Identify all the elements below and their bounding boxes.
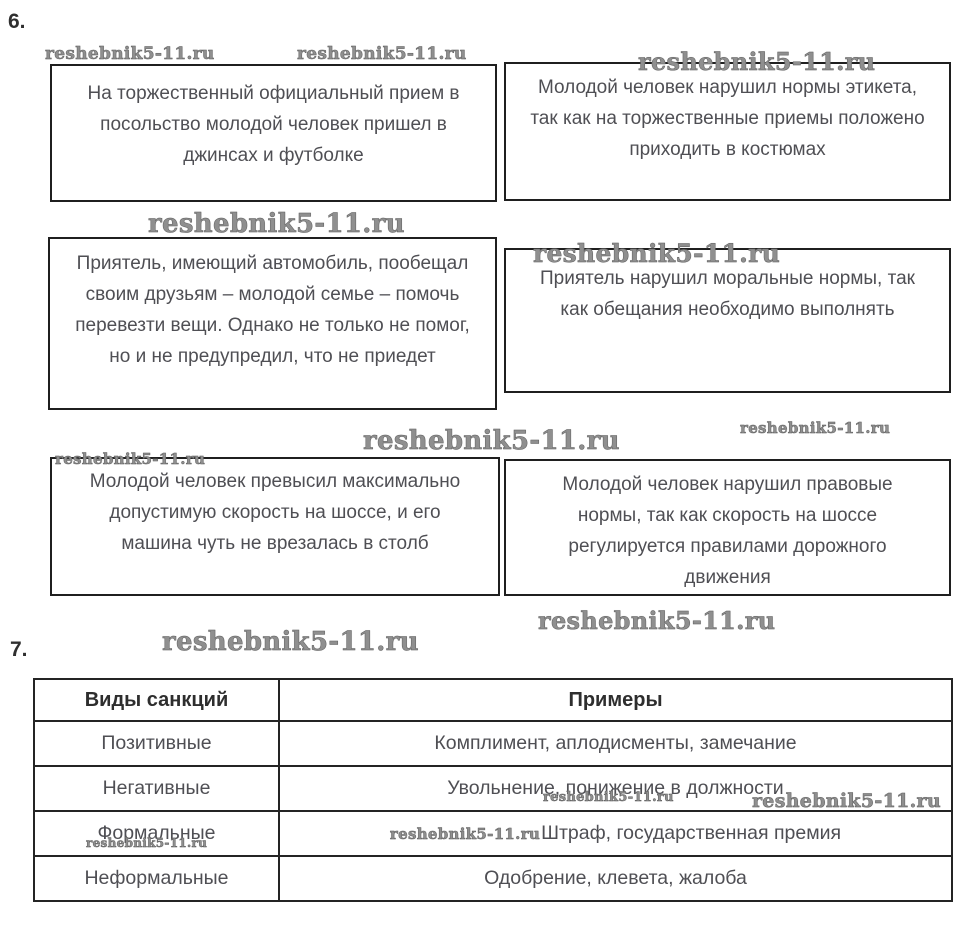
column-header-types: Виды санкций [33, 678, 280, 722]
explanation-box-3: Молодой человек нарушил правовые нормы, … [504, 459, 951, 596]
watermark-text: reshebnik5-11.ru [389, 825, 541, 843]
question-7-label: 7. [10, 638, 28, 661]
sanction-type-cell: Негативные [33, 765, 280, 812]
watermark-text: reshebnik5-11.ru [740, 419, 891, 437]
table-row-negative: Негативные Увольнение, понижение в должн… [33, 765, 953, 812]
watermark-text: reshebnik5-11.ru [297, 44, 467, 64]
watermark-text: reshebnik5-11.ru [162, 627, 419, 657]
table-row-informal: Неформальные Одобрение, клевета, жалоба [33, 855, 953, 902]
sanction-type-cell: Позитивные [33, 720, 280, 767]
sanction-examples-cell: Увольнение, понижение в должности [278, 765, 953, 812]
watermark-text: reshebnik5-11.ru [45, 44, 215, 64]
sanction-type-cell: Неформальные [33, 855, 280, 902]
situation-box-3: Молодой человек превысил максимально доп… [50, 457, 500, 596]
watermark-text: reshebnik5-11.ru [363, 426, 620, 456]
explanation-box-1: Молодой человек нарушил нормы этикета, т… [504, 62, 951, 201]
sanction-examples-text: Штраф, государственная премия [541, 822, 842, 844]
sanction-examples-cell: Одобрение, клевета, жалоба [278, 855, 953, 902]
table-row-formal: Формальные reshebnik5-11.ruШтраф, госуда… [33, 810, 953, 857]
sanctions-table: Виды санкций Примеры Позитивные Комплиме… [33, 678, 953, 902]
explanation-box-2: Приятель нарушил моральные нормы, так ка… [504, 248, 951, 393]
watermark-text: reshebnik5-11.ru [148, 209, 405, 239]
sanction-examples-cell: reshebnik5-11.ruШтраф, государственная п… [278, 810, 953, 857]
situation-box-1: На торжественный официальный прием в пос… [50, 64, 497, 202]
question-6-label: 6. [8, 10, 26, 33]
sanction-examples-cell: Комплимент, аплодисменты, замечание [278, 720, 953, 767]
table-row-positive: Позитивные Комплимент, аплодисменты, зам… [33, 720, 953, 767]
column-header-examples: Примеры [278, 678, 953, 722]
sanction-type-cell: Формальные [33, 810, 280, 857]
situation-box-2: Приятель, имеющий автомобиль, пообещал с… [48, 237, 497, 410]
watermark-text: reshebnik5-11.ru [538, 606, 776, 635]
table-header-row: Виды санкций Примеры [33, 678, 953, 722]
